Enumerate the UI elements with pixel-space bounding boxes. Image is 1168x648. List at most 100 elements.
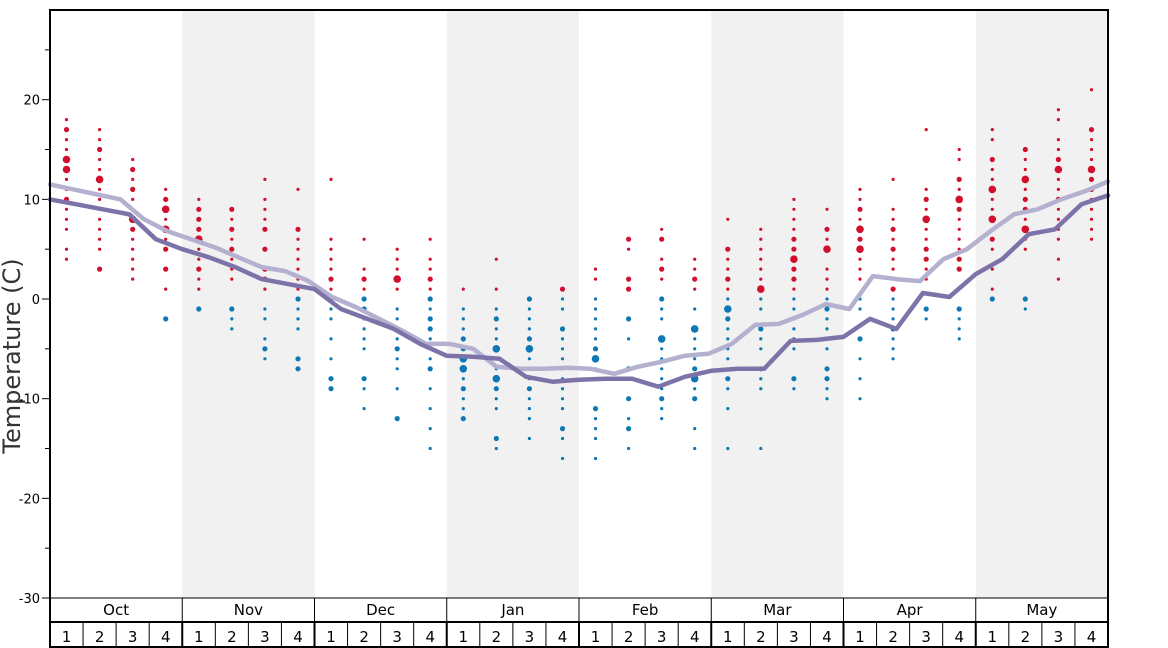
observation-dot [891, 177, 895, 181]
month-label: Apr [897, 601, 924, 619]
observation-dot [329, 317, 333, 321]
observation-dot [163, 266, 169, 272]
observation-dot [163, 196, 169, 202]
observation-dot [759, 297, 763, 301]
y-tick-label: 0 [32, 293, 40, 308]
observation-dot [361, 376, 367, 382]
observation-dot [492, 374, 501, 383]
observation-dot [924, 187, 928, 191]
observation-dot [1056, 207, 1060, 211]
week-label: 1 [194, 628, 204, 646]
y-tick-label: -10 [19, 393, 40, 408]
observation-dot [990, 177, 994, 181]
observation-dot [130, 226, 136, 232]
y-axis-label: Temperature (C) [0, 258, 26, 454]
observation-dot [98, 128, 102, 132]
observation-dot [494, 257, 498, 261]
observation-dot [395, 317, 399, 321]
month-band [975, 10, 1108, 598]
week-label: 3 [392, 628, 402, 646]
observation-dot [263, 197, 267, 201]
observation-dot [824, 306, 830, 312]
observation-dot [1089, 217, 1094, 221]
observation-dot [395, 307, 399, 311]
observation-dot [693, 337, 697, 341]
observation-dot [1089, 157, 1094, 162]
observation-dot [956, 206, 962, 212]
observation-dot [692, 366, 698, 372]
observation-dot [460, 386, 466, 392]
observation-dot [891, 347, 895, 351]
observation-dot [726, 287, 730, 291]
week-label: 2 [888, 628, 898, 646]
observation-dot [1056, 277, 1060, 281]
observation-dot [724, 305, 732, 313]
observation-dot [493, 316, 499, 322]
observation-dot [792, 307, 796, 311]
observation-dot [329, 267, 333, 271]
observation-dot [791, 246, 797, 252]
month-label: Jan [500, 601, 524, 619]
observation-dot [757, 285, 765, 293]
observation-dot [891, 307, 895, 311]
observation-dot [527, 307, 532, 311]
observation-dot [229, 246, 235, 252]
observation-dot [593, 277, 598, 281]
observation-dot [693, 267, 697, 271]
observation-dot [891, 337, 895, 341]
average-line-light [47, 179, 1111, 377]
observation-dot [726, 337, 730, 341]
observation-dot [923, 256, 929, 262]
observation-dot [395, 257, 399, 261]
observation-dot [1022, 296, 1028, 302]
observation-dot [1023, 167, 1027, 172]
observation-dot [1023, 187, 1027, 191]
observation-dot [230, 317, 234, 321]
observation-dot [494, 397, 498, 401]
week-label: 2 [756, 628, 766, 646]
observation-dot [97, 146, 103, 153]
observation-dot [858, 257, 862, 261]
observation-dot [64, 177, 69, 181]
observation-dot [461, 327, 465, 331]
observation-dot [428, 387, 432, 391]
observation-dot [428, 357, 432, 361]
observation-dot [858, 307, 862, 311]
observation-dot [924, 128, 928, 132]
observation-dot [230, 237, 234, 241]
observation-dot [626, 396, 632, 402]
observation-dot [296, 187, 300, 191]
observation-dot [296, 317, 300, 321]
observation-dot [627, 417, 631, 421]
observation-dot [593, 327, 598, 331]
observation-dot [1056, 187, 1060, 191]
observation-dot [263, 357, 267, 361]
observation-dot [559, 326, 566, 332]
observation-dot [922, 215, 930, 224]
month-band [182, 10, 315, 598]
observation-dot [990, 138, 994, 142]
observation-dot [593, 267, 598, 271]
observation-dot [98, 237, 102, 241]
observation-dot [924, 267, 928, 271]
average-lines [47, 179, 1111, 389]
observation-dot [824, 226, 830, 232]
observation-dot [990, 287, 994, 291]
week-label: 1 [591, 628, 601, 646]
observation-dot [693, 446, 697, 451]
observation-dot [858, 217, 862, 221]
observation-dot [263, 317, 267, 321]
observation-dot [1021, 225, 1030, 234]
observation-dot [791, 276, 797, 282]
observation-dot [824, 376, 830, 382]
observation-dot [262, 246, 268, 252]
observation-dot [957, 157, 961, 162]
observation-dot [328, 386, 334, 392]
observation-dot [560, 436, 565, 441]
observation-dot [593, 427, 598, 431]
observation-dot [262, 226, 268, 232]
month-label: Mar [763, 601, 792, 619]
observation-dot [726, 257, 730, 261]
observation-dot [526, 386, 533, 392]
observation-dot [791, 376, 797, 382]
